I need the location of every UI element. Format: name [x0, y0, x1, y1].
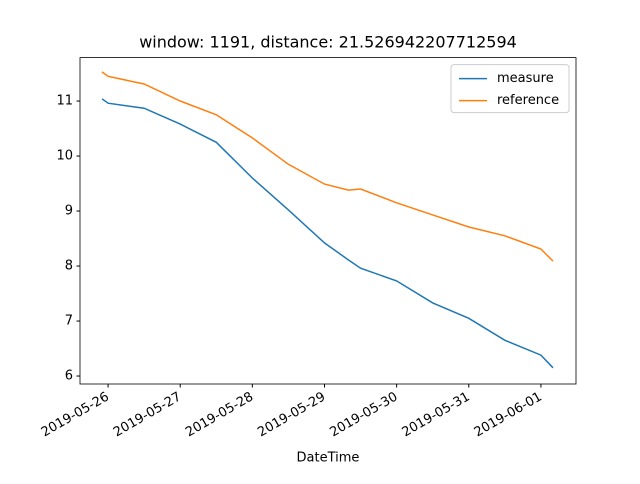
x-tick-label: 2019-06-01 — [472, 390, 545, 441]
y-tick-label: 8 — [65, 259, 73, 274]
data-line — [101, 71, 554, 262]
x-tick-label: 2019-05-27 — [111, 390, 184, 441]
x-tick-label: 2019-05-29 — [255, 390, 328, 441]
x-tick-label: 2019-05-28 — [183, 390, 256, 441]
legend-label: measure — [497, 71, 554, 86]
y-tick-label: 11 — [56, 94, 73, 109]
y-tick-label: 7 — [65, 314, 73, 329]
x-tick-label: 2019-05-26 — [39, 390, 112, 441]
x-tick-label: 2019-05-30 — [327, 390, 400, 441]
x-tick-label: 2019-05-31 — [400, 390, 473, 441]
chart-title: window: 1191, distance: 21.5269422077125… — [139, 33, 517, 52]
data-line — [101, 98, 554, 369]
x-axis-label: DateTime — [297, 451, 360, 466]
y-tick-label: 9 — [65, 204, 73, 219]
y-tick-label: 10 — [56, 149, 73, 164]
legend-label: reference — [497, 93, 559, 108]
plot-frame — [79, 57, 577, 385]
y-tick-label: 6 — [65, 369, 73, 384]
